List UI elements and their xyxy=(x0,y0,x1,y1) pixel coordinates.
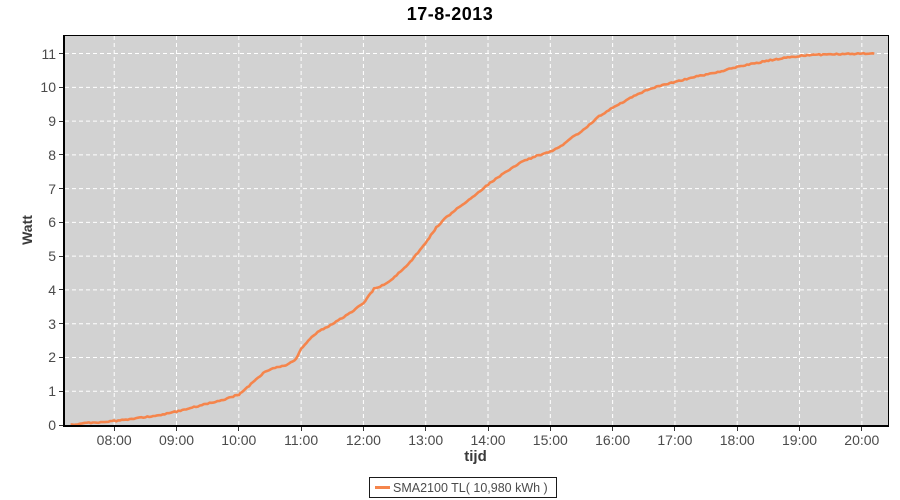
y-tick-mark xyxy=(59,188,63,190)
y-tick-mark xyxy=(59,221,63,223)
y-tick-label: 1 xyxy=(48,383,56,400)
y-tick-mark xyxy=(59,390,63,392)
y-tick-mark xyxy=(59,255,63,257)
x-tick-label: 08:00 xyxy=(96,432,132,448)
x-tick-label: 14:00 xyxy=(470,432,506,448)
y-tick-mark xyxy=(59,323,63,325)
y-tick-mark xyxy=(59,289,63,291)
x-tick-label: 18:00 xyxy=(719,432,755,448)
x-tick-mark xyxy=(674,427,676,431)
x-tick-mark xyxy=(300,427,302,431)
y-tick-mark xyxy=(59,53,63,55)
y-tick-label: 9 xyxy=(48,113,56,130)
legend-series-label: SMA2100 TL( 10,980 kWh ) xyxy=(393,480,548,495)
x-tick-mark xyxy=(861,427,863,431)
x-tick-label: 19:00 xyxy=(782,432,818,448)
y-tick-label: 11 xyxy=(41,45,56,62)
x-tick-mark xyxy=(425,427,427,431)
y-tick-label: 7 xyxy=(48,180,56,197)
legend: SMA2100 TL( 10,980 kWh ) xyxy=(369,477,557,498)
x-tick-mark xyxy=(487,427,489,431)
y-tick-mark xyxy=(59,120,63,122)
x-tick-mark xyxy=(176,427,178,431)
x-tick-label: 09:00 xyxy=(158,432,195,448)
chart-title: 17-8-2013 xyxy=(406,4,494,24)
x-tick-mark xyxy=(549,427,551,431)
y-tick-label: 6 xyxy=(48,214,56,231)
plot-canvas xyxy=(65,36,888,425)
y-tick-label: 3 xyxy=(48,315,56,332)
plot-area xyxy=(63,35,889,427)
x-tick-label: 16:00 xyxy=(595,432,631,448)
y-tick-label: 10 xyxy=(40,79,56,96)
x-tick-mark xyxy=(362,427,364,431)
x-tick-mark xyxy=(799,427,801,431)
y-tick-mark xyxy=(59,154,63,156)
y-tick-label: 0 xyxy=(48,417,56,433)
x-tick-label: 10:00 xyxy=(221,432,257,448)
y-tick-mark xyxy=(59,356,63,358)
x-tick-mark xyxy=(238,427,240,431)
legend-line-swatch xyxy=(375,486,390,489)
x-axis-title: tijd xyxy=(464,448,487,465)
series-line xyxy=(70,51,875,425)
x-tick-label: 11:00 xyxy=(284,432,319,448)
y-tick-label: 2 xyxy=(48,349,56,366)
y-tick-label: 5 xyxy=(48,248,56,265)
y-tick-label: 4 xyxy=(48,281,56,298)
y-tick-label: 8 xyxy=(48,146,56,163)
x-tick-mark xyxy=(612,427,614,431)
x-tick-label: 13:00 xyxy=(408,432,444,448)
x-tick-mark xyxy=(113,427,115,431)
x-tick-label: 17:00 xyxy=(657,432,693,448)
x-tick-label: 12:00 xyxy=(345,432,381,448)
y-tick-mark xyxy=(59,424,63,426)
x-tick-label: 20:00 xyxy=(844,432,880,448)
x-tick-label: 15:00 xyxy=(532,432,568,448)
y-tick-mark xyxy=(59,86,63,88)
x-tick-mark xyxy=(736,427,738,431)
